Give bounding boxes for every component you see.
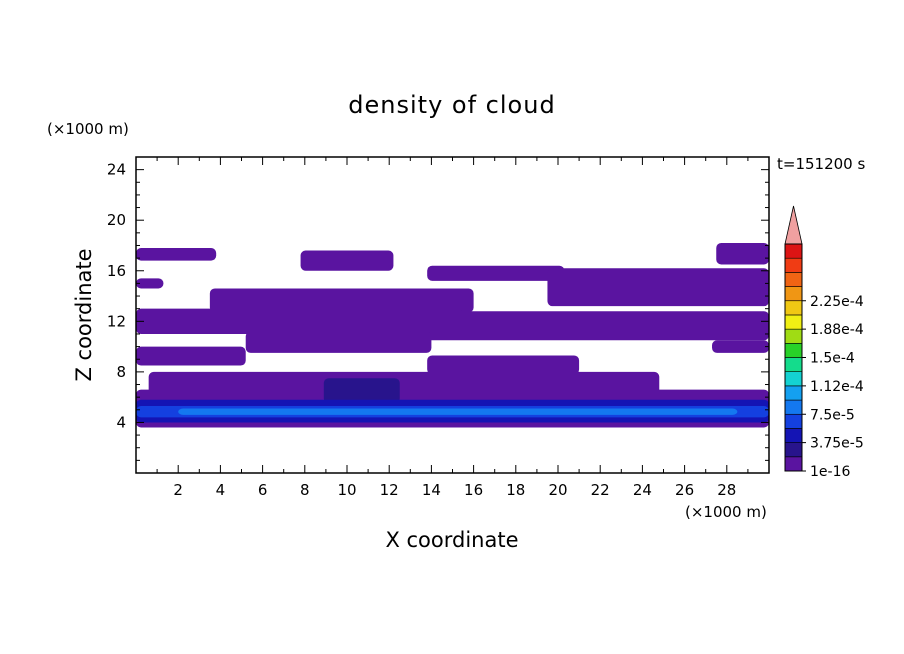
colorbar-cell — [784, 286, 803, 302]
y-axis-ticks: 4 8 12 16 20 24 — [107, 156, 769, 474]
colorbar-cell — [784, 371, 803, 387]
cloud-region-level-1 — [136, 346, 246, 366]
y-tick-label: 8 — [116, 363, 126, 381]
colorbar-cell — [784, 328, 803, 344]
cloud-region-level-1 — [547, 268, 769, 307]
colorbar-extend-arrow — [784, 205, 803, 245]
colorbar-label: 2.25e-4 — [810, 294, 864, 310]
cloud-region-level-2 — [323, 378, 400, 404]
cloud-region-level-1 — [410, 311, 769, 341]
cloud-region-level-1 — [136, 278, 164, 289]
colorbar-label: 1.5e-4 — [810, 351, 855, 367]
colorbar-cell — [784, 357, 803, 372]
x-tick-label: 28 — [717, 481, 736, 499]
x-tick-label: 18 — [506, 481, 525, 499]
y-tick-label: 16 — [107, 262, 126, 280]
colorbar-cell — [784, 399, 803, 415]
y-tick-label: 24 — [107, 161, 126, 179]
x-tick-label: 16 — [464, 481, 483, 499]
colorbar-cell — [784, 413, 803, 429]
colorbar-cell — [784, 314, 803, 330]
chart-title: density of cloud — [348, 91, 555, 119]
colorbar-cell — [784, 257, 803, 273]
colorbar-cell — [784, 272, 803, 287]
time-label: t=151200 s — [777, 155, 865, 173]
colorbar-label: 3.75e-5 — [810, 436, 864, 452]
colorbar-cell — [784, 442, 803, 458]
colorbar: 1e-16 3.75e-5 7.5e-5 1.12e-4 1.5e-4 1.88e-4 2.… — [784, 205, 864, 480]
colorbar-cell — [784, 456, 803, 472]
colorbar-cell — [784, 385, 803, 401]
y-tick-label: 20 — [107, 211, 126, 229]
colorbar-label: 1.88e-4 — [810, 322, 864, 338]
x-tick-label: 2 — [173, 481, 183, 499]
cloud-region-level-5 — [178, 408, 738, 415]
y-axis-label: Z coordinate — [72, 248, 96, 381]
x-tick-label: 12 — [380, 481, 399, 499]
cloud-region-level-1 — [716, 242, 769, 265]
x-tick-label: 26 — [675, 481, 694, 499]
colorbar-label: 1.12e-4 — [810, 379, 864, 395]
cloud-region-level-1 — [300, 250, 394, 271]
x-tick-label: 20 — [548, 481, 567, 499]
cloud-region-level-1 — [712, 340, 769, 353]
colorbar-cell — [784, 300, 803, 316]
colorbar-cell — [784, 343, 803, 358]
y-tick-label: 12 — [107, 312, 126, 330]
cloud-regions — [136, 242, 769, 428]
cloud-region-level-1 — [245, 331, 432, 353]
x-tick-label: 8 — [300, 481, 310, 499]
x-tick-label: 22 — [591, 481, 610, 499]
x-tick-label: 24 — [633, 481, 652, 499]
x-axis-label: X coordinate — [385, 528, 518, 552]
y-tick-label: 4 — [116, 413, 126, 431]
x-tick-label: 10 — [337, 481, 356, 499]
cloud-region-level-1 — [136, 248, 217, 261]
x-tick-label: 6 — [258, 481, 268, 499]
y-unit-label: (×1000 m) — [47, 120, 129, 138]
cloud-region-level-1 — [427, 355, 580, 375]
colorbar-cell — [784, 243, 803, 259]
cloud-region-level-1 — [209, 288, 474, 313]
cloud-region-level-1 — [136, 308, 464, 334]
x-tick-label: 4 — [216, 481, 226, 499]
colorbar-label: 1e-16 — [810, 464, 850, 480]
cloud-region-level-1 — [427, 265, 565, 281]
colorbar-labels: 1e-16 3.75e-5 7.5e-5 1.12e-4 1.5e-4 1.88e-4 2.… — [802, 294, 864, 480]
x-unit-label: (×1000 m) — [685, 503, 767, 521]
x-tick-label: 14 — [422, 481, 441, 499]
colorbar-cells — [784, 205, 803, 472]
colorbar-label: 7.5e-5 — [810, 407, 855, 423]
x-axis-ticks: 2 4 6 8 10 12 14 16 18 20 22 24 26 28 — [135, 157, 770, 499]
colorbar-cell — [784, 428, 803, 443]
